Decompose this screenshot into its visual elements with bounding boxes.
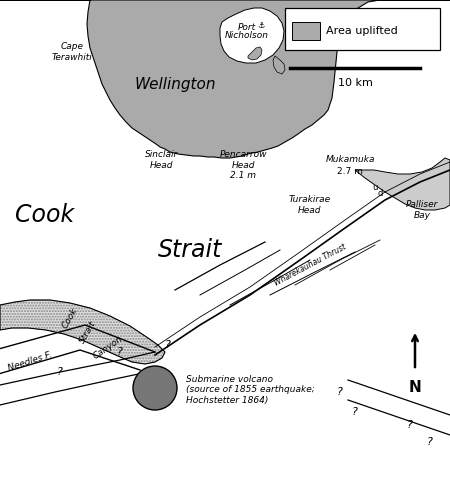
- Polygon shape: [355, 158, 450, 210]
- Text: Pencarrow
Head
2.1 m: Pencarrow Head 2.1 m: [219, 150, 267, 180]
- Polygon shape: [0, 300, 165, 364]
- Text: Needles F.: Needles F.: [7, 350, 53, 374]
- Text: Nicholson: Nicholson: [225, 32, 269, 40]
- Text: 2.7 m: 2.7 m: [337, 168, 363, 176]
- Text: Strait: Strait: [78, 319, 98, 345]
- Text: ?: ?: [427, 437, 433, 447]
- Text: Wharekauhau Thrust: Wharekauhau Thrust: [273, 242, 347, 288]
- Circle shape: [133, 366, 177, 410]
- Text: ?: ?: [407, 420, 413, 430]
- Polygon shape: [0, 0, 450, 158]
- Text: Cook: Cook: [60, 306, 80, 330]
- Text: Cape
Terawhiti: Cape Terawhiti: [52, 42, 92, 62]
- Text: Palliser
Bay: Palliser Bay: [406, 200, 438, 220]
- Text: Turakirae
Head: Turakirae Head: [289, 196, 331, 214]
- Polygon shape: [220, 8, 284, 63]
- Text: Port: Port: [238, 24, 256, 32]
- Text: Mukamuka: Mukamuka: [325, 156, 375, 164]
- Text: ?: ?: [352, 407, 358, 417]
- Text: Area uplifted: Area uplifted: [326, 26, 398, 36]
- Text: Submarine volcano
(source of 1855 earthquake;
Hochstetter 1864): Submarine volcano (source of 1855 earthq…: [186, 375, 315, 405]
- Text: Strait: Strait: [158, 238, 222, 262]
- Text: u: u: [372, 184, 378, 192]
- FancyBboxPatch shape: [285, 8, 440, 50]
- Bar: [292, 22, 320, 40]
- Text: ?: ?: [57, 367, 63, 377]
- Text: Wellington: Wellington: [134, 78, 216, 92]
- Text: d: d: [377, 190, 382, 198]
- Text: Canyon: Canyon: [91, 334, 125, 361]
- Text: ?: ?: [337, 387, 343, 397]
- Text: 1.5m: 1.5m: [285, 34, 309, 43]
- Text: ?: ?: [165, 340, 171, 350]
- Text: Sinclair
Head: Sinclair Head: [145, 150, 179, 170]
- Text: Cook: Cook: [15, 203, 75, 227]
- Text: ⚓: ⚓: [257, 22, 265, 30]
- Text: 10 km: 10 km: [338, 78, 373, 88]
- Text: ?: ?: [117, 347, 123, 357]
- Text: N: N: [409, 380, 421, 395]
- Polygon shape: [248, 47, 262, 60]
- Polygon shape: [273, 56, 285, 74]
